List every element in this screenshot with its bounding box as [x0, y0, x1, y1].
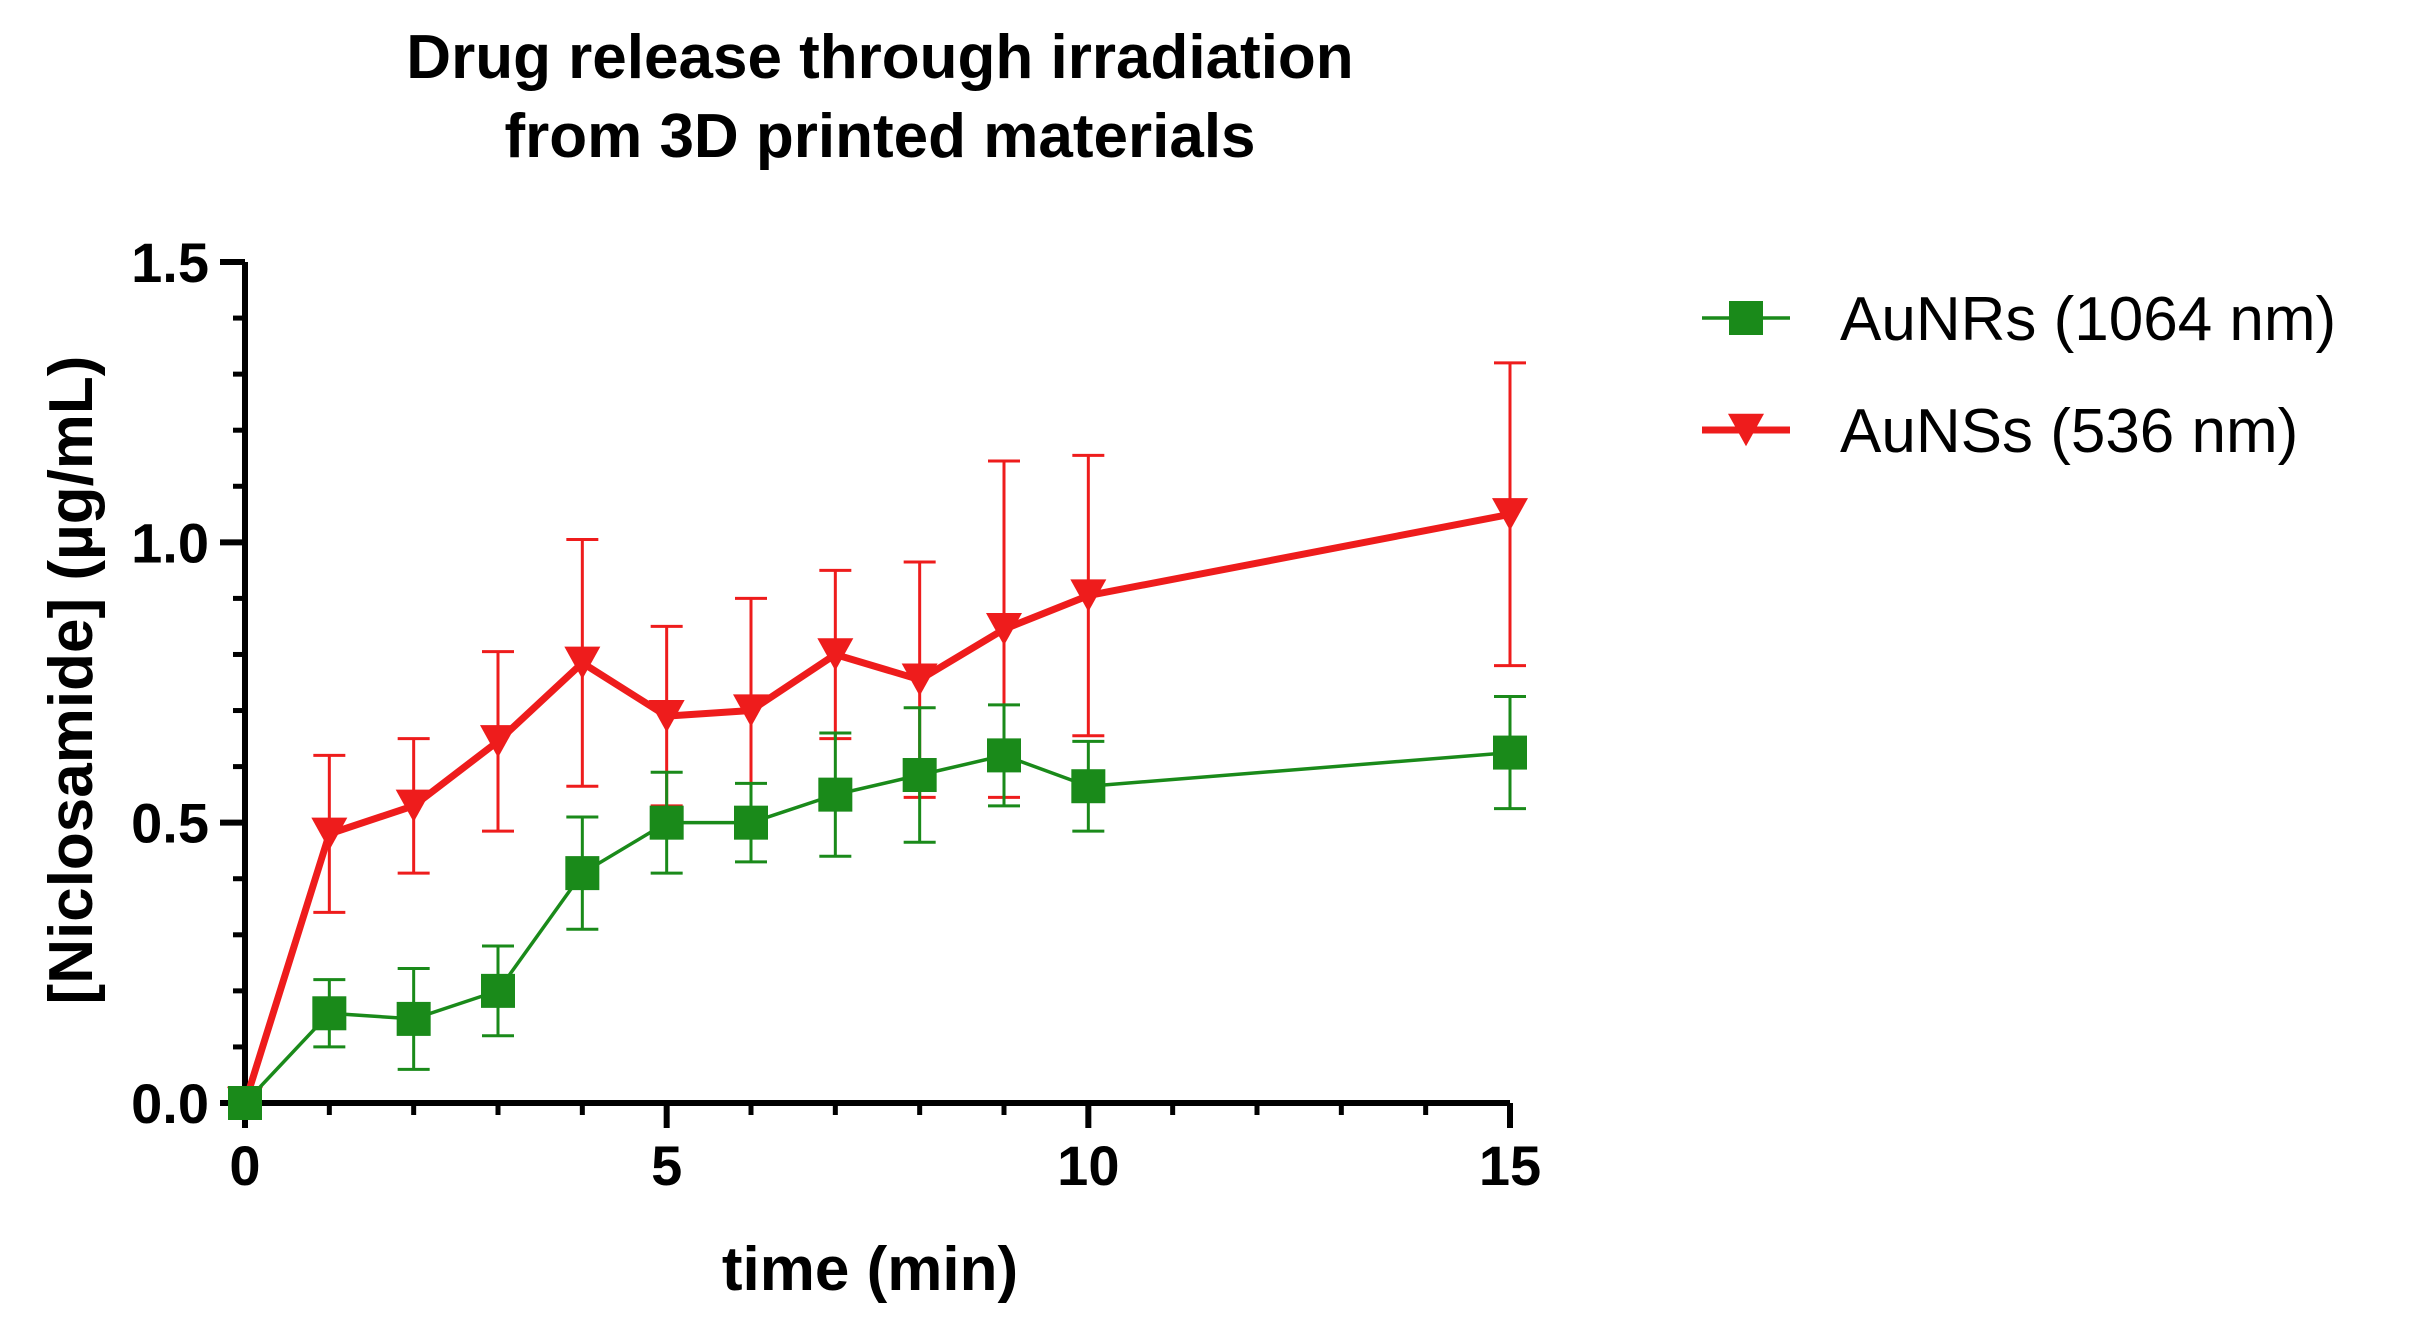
data-point — [312, 996, 347, 1031]
y-tick-label: 1.5 — [131, 231, 209, 294]
chart-title-line-1: Drug release through irradiation — [406, 23, 1353, 92]
data-point — [733, 694, 769, 727]
series-line — [243, 750, 1511, 1105]
x-tick-label: 15 — [1479, 1134, 1541, 1197]
y-tick-label: 0.5 — [131, 792, 209, 855]
data-point — [564, 646, 601, 680]
data-point — [1492, 498, 1528, 531]
data-point — [648, 699, 685, 733]
legend-label: AuNRs (1064 nm) — [1840, 285, 2336, 354]
legend-label: AuNSs (536 nm) — [1840, 397, 2298, 466]
x-tick-label: 5 — [651, 1134, 682, 1197]
y-tick-label: 0.0 — [131, 1072, 209, 1135]
data-point — [481, 973, 515, 1008]
legend-item: AuNRs (1064 nm) — [1702, 285, 2336, 354]
data-point — [902, 758, 937, 793]
data-point — [480, 725, 516, 758]
data-point — [817, 638, 854, 671]
data-point — [987, 738, 1021, 773]
legend: AuNRs (1064 nm) AuNSs (536 nm) — [1702, 285, 2336, 466]
data-point — [818, 777, 853, 812]
data-point — [1070, 579, 1107, 612]
y-tick-label: 1.0 — [131, 511, 209, 574]
legend-marker — [1729, 301, 1763, 335]
data-point — [565, 856, 600, 891]
series-line — [241, 510, 1511, 1105]
y-axis-label: [Niclosamide] (µg/mL) — [37, 356, 106, 1005]
legend-marker — [1728, 413, 1764, 447]
chart-title-line-2: from 3D printed materials — [504, 102, 1255, 171]
data-point — [228, 1086, 262, 1120]
series-aunrs — [228, 695, 1527, 1120]
data-point — [901, 663, 938, 696]
data-point — [395, 789, 432, 823]
series-ausns — [227, 361, 1528, 1120]
axes: 0 5 10 15 0.0 0.5 1.0 1.5 — [131, 231, 1541, 1197]
legend-item: AuNSs (536 nm) — [1702, 397, 2298, 466]
data-point — [734, 805, 768, 840]
series-layer — [227, 361, 1528, 1120]
data-point — [311, 817, 348, 851]
data-point — [986, 613, 1022, 646]
data-point — [396, 1001, 431, 1036]
data-point — [1493, 735, 1527, 770]
data-point — [1071, 769, 1106, 804]
data-point — [649, 805, 684, 840]
x-tick-label: 0 — [229, 1134, 260, 1197]
x-axis-label: time (min) — [722, 1235, 1018, 1304]
x-tick-label: 10 — [1057, 1134, 1119, 1197]
